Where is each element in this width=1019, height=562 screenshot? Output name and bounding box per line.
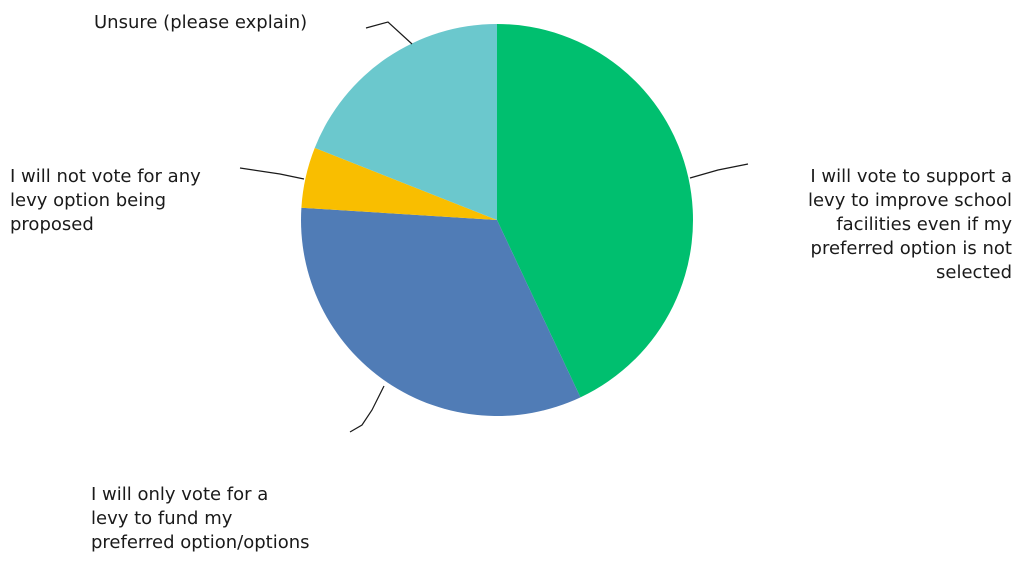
slice-label-2-line-2: levy to fund my <box>91 508 233 529</box>
slice-label-3-line-3: proposed <box>10 214 94 235</box>
slice-label-3-line-2: levy option being <box>10 190 166 211</box>
slice-label-2-line-1: I will only vote for a <box>91 484 268 505</box>
pie-slice-2 <box>301 207 581 417</box>
pie-slice-3 <box>301 147 497 220</box>
slice-labels: I will vote to support a levy to improve … <box>10 12 1012 553</box>
leader-line-2 <box>349 385 385 433</box>
slice-label-1: I will vote to support a levy to improve … <box>808 166 1012 283</box>
slice-label-1-line-5: selected <box>936 262 1012 283</box>
slice-label-1-line-1: I will vote to support a <box>810 166 1012 187</box>
slice-label-4-line-1: Unsure (please explain) <box>94 12 307 33</box>
slice-label-3-line-1: I will not vote for any <box>10 166 201 187</box>
pie-slice-1 <box>497 24 694 398</box>
leader-line-4 <box>365 21 413 45</box>
slice-label-1-line-4: preferred option is not <box>811 238 1012 259</box>
slice-label-4: Unsure (please explain) <box>94 12 307 33</box>
pie-slice-4 <box>314 23 497 221</box>
leader-lines <box>239 21 749 433</box>
pie-slices <box>301 23 694 417</box>
slice-label-1-line-2: levy to improve school <box>808 190 1012 211</box>
slice-label-2: I will only vote for a levy to fund my pre… <box>91 484 310 553</box>
slice-label-1-line-3: facilities even if my <box>836 214 1012 235</box>
leader-line-3 <box>239 167 305 180</box>
slice-label-3: I will not vote for any levy option being… <box>10 166 201 235</box>
leader-line-1 <box>689 163 749 179</box>
slice-label-2-line-3: preferred option/options <box>91 532 310 553</box>
